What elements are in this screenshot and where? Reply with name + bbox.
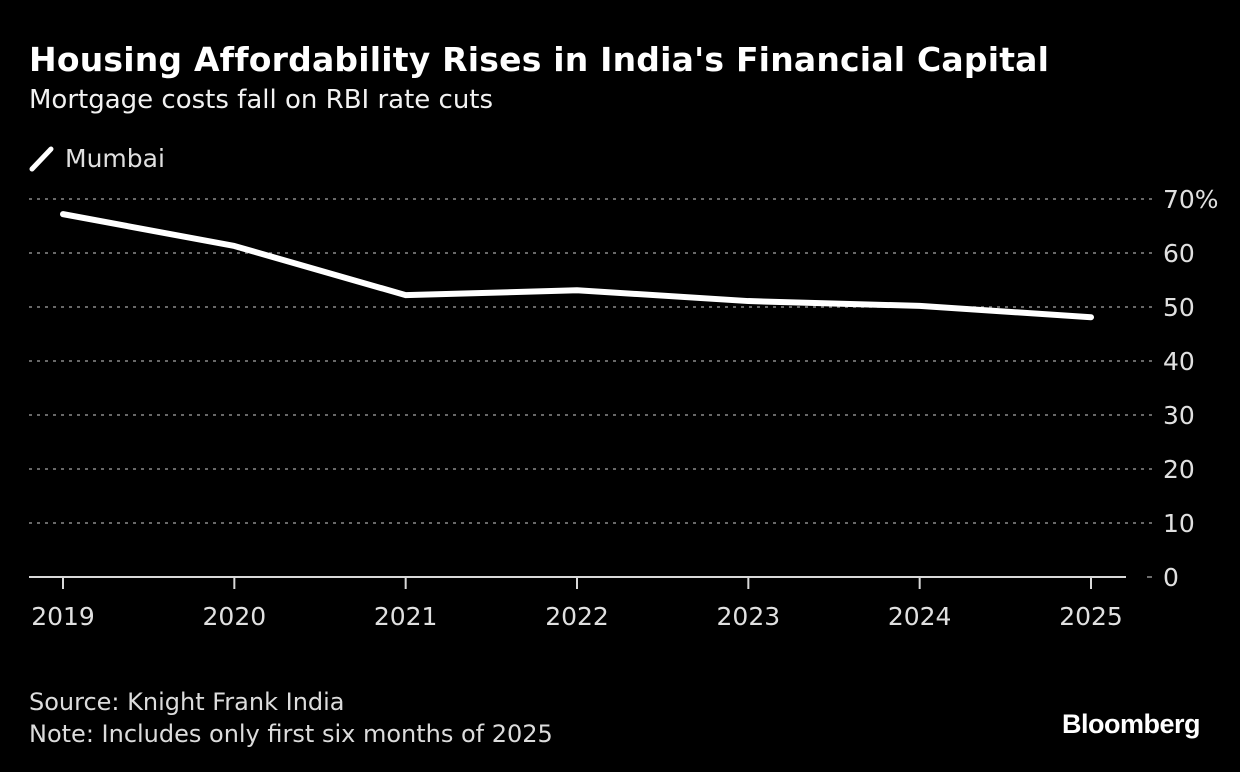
y-axis-ticks: 0 10 20 30 40 50 60 70% (1163, 185, 1219, 592)
y-tick-label: 60 (1163, 239, 1195, 268)
legend: Mumbai (29, 140, 165, 176)
x-tick-label: 2025 (1059, 602, 1123, 631)
source-note: Source: Knight Frank India (29, 688, 345, 716)
footer: Source: Knight Frank India Note: Include… (29, 686, 553, 750)
chart-subtitle: Mortgage costs fall on RBI rate cuts (29, 85, 494, 115)
series-line-mumbai (60, 211, 1094, 321)
y-tick-label: 70% (1163, 185, 1219, 214)
y-tick-label: 30 (1163, 401, 1195, 430)
x-tick-label: 2022 (545, 602, 609, 631)
series-mumbai (60, 211, 1094, 321)
y-tick-label: 40 (1163, 347, 1195, 376)
x-tick-label: 2024 (888, 602, 952, 631)
gridlines (29, 198, 1152, 578)
chart-title: Housing Affordability Rises in India's F… (29, 40, 1050, 79)
x-tick-label: 2023 (717, 602, 781, 631)
x-tick-label: 2021 (374, 602, 438, 631)
legend-label-mumbai: Mumbai (65, 143, 165, 173)
x-axis: 2019 2020 2021 2022 2023 2024 2025 (29, 576, 1126, 631)
y-tick-label: 0 (1163, 563, 1179, 592)
line-swatch-icon (29, 141, 55, 175)
y-tick-label: 20 (1163, 455, 1195, 484)
x-tick-label: 2020 (203, 602, 267, 631)
x-tick-label: 2019 (31, 602, 95, 631)
y-tick-label: 10 (1163, 509, 1195, 538)
y-tick-label: 50 (1163, 293, 1195, 322)
bloomberg-logo: Bloomberg (1061, 709, 1201, 739)
footnote: Note: Includes only first six months of … (29, 720, 553, 748)
